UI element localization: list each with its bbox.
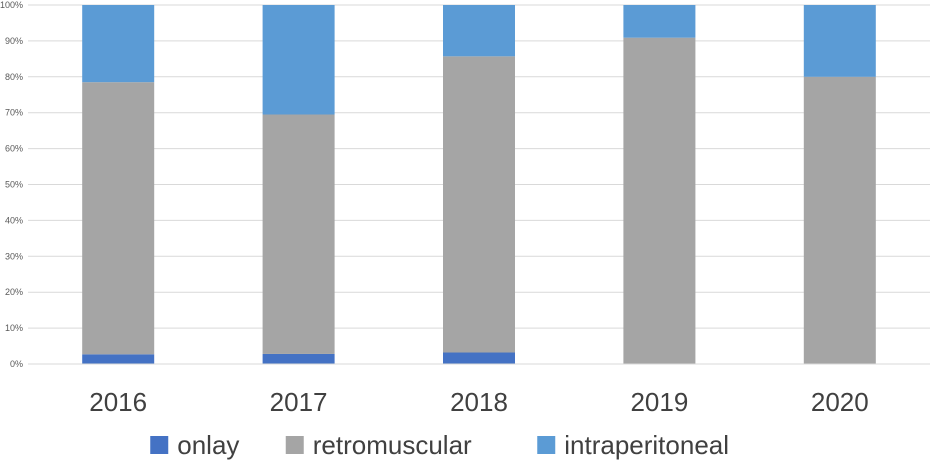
x-category-label: 2017 — [270, 387, 328, 417]
legend-swatch — [537, 436, 556, 454]
y-tick-label: 40% — [5, 215, 23, 225]
bar-retromuscular-2016 — [82, 82, 155, 355]
bar-onlay-2016 — [82, 354, 155, 364]
y-tick-label: 80% — [5, 72, 23, 82]
legend-item-intraperitoneal: intraperitoneal — [537, 430, 729, 460]
bar-intraperitoneal-2016 — [82, 5, 155, 83]
bar-retromuscular-2017 — [262, 114, 335, 354]
bar-intraperitoneal-2017 — [262, 5, 335, 115]
bars — [82, 5, 876, 365]
x-axis-category-labels: 2016 2017 2018 2019 2020 — [89, 387, 868, 417]
legend-item-onlay: onlay — [150, 430, 239, 460]
y-tick-label: 70% — [5, 108, 23, 118]
bar-retromuscular-2019 — [623, 37, 696, 364]
y-tick-label: 90% — [5, 36, 23, 46]
legend-label: retromuscular — [313, 430, 472, 460]
legend-item-retromuscular: retromuscular — [285, 430, 472, 460]
legend-swatch — [285, 436, 304, 454]
y-tick-label: 0% — [10, 359, 23, 369]
y-tick-label: 10% — [5, 323, 23, 333]
bar-intraperitoneal-2020 — [803, 5, 876, 77]
bar-retromuscular-2018 — [443, 56, 515, 353]
y-tick-label: 30% — [5, 251, 23, 261]
y-axis-tick-labels: 0% 10% 20% 30% 40% 50% 60% 70% 80% 90% 100% — [0, 0, 23, 369]
bar-intraperitoneal-2018 — [443, 5, 515, 57]
y-tick-label: 50% — [5, 180, 23, 190]
x-category-label: 2020 — [811, 387, 869, 417]
bar-onlay-2017 — [262, 353, 335, 364]
bar-onlay-2018 — [443, 352, 515, 364]
y-tick-label: 60% — [5, 144, 23, 154]
legend-swatch — [150, 436, 169, 454]
bar-retromuscular-2020 — [803, 76, 876, 365]
x-category-label: 2016 — [89, 387, 147, 417]
y-tick-label: 20% — [5, 287, 23, 297]
legend: onlay retromuscular intraperitoneal — [150, 430, 729, 460]
bar-intraperitoneal-2019 — [623, 5, 696, 38]
legend-label: intraperitoneal — [564, 430, 729, 460]
x-category-label: 2018 — [450, 387, 508, 417]
legend-label: onlay — [177, 430, 239, 460]
y-tick-label: 100% — [0, 0, 23, 10]
x-category-label: 2019 — [630, 387, 688, 417]
